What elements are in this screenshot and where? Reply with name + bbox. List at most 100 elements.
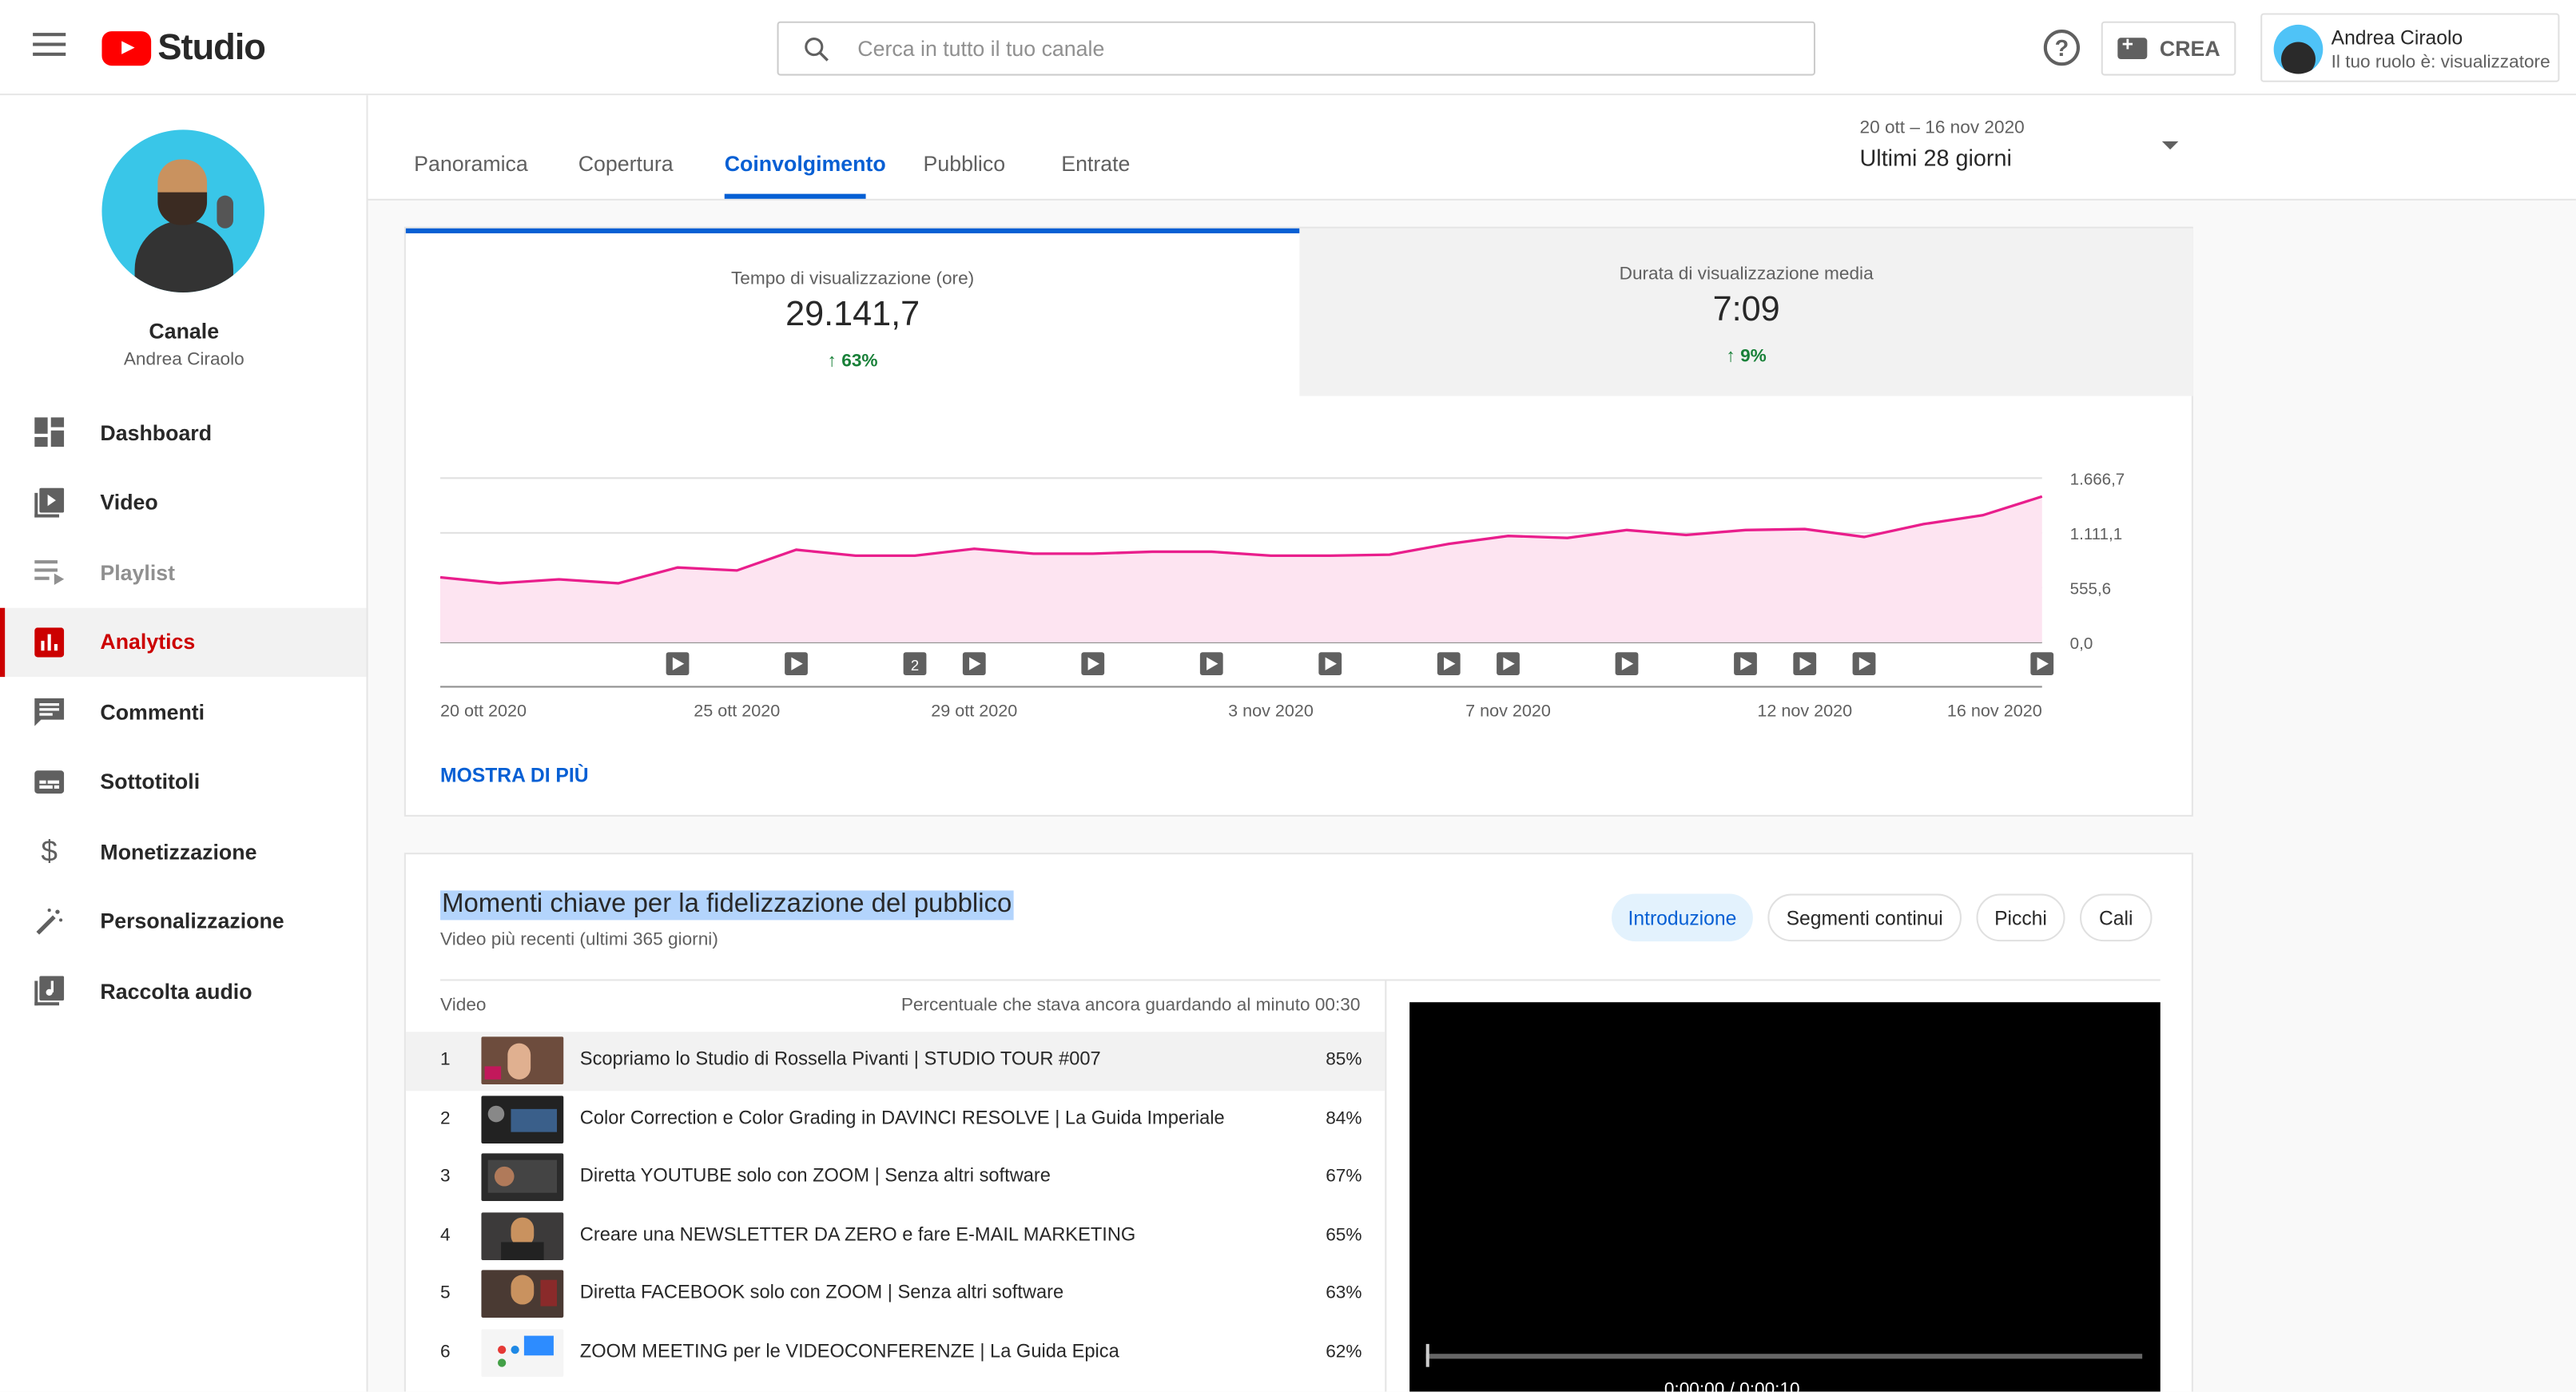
- channel-label: Canale: [149, 318, 220, 344]
- video-title: ZOOM MEETING per le VIDEOCONFERENZE | La…: [579, 1341, 1119, 1362]
- sidebar-item-label: Raccolta audio: [100, 978, 252, 1004]
- date-period: Ultimi 28 giorni: [1859, 144, 2012, 171]
- table-row[interactable]: 2 Color Correction e Color Grading in DA…: [406, 1090, 1385, 1148]
- metric-value: 29.141,7: [785, 296, 920, 334]
- tab-engagement[interactable]: Coinvolgimento: [724, 151, 886, 177]
- retention-percentage: 67%: [1326, 1166, 1362, 1187]
- play-icon: [1621, 657, 1634, 670]
- magic-wand-icon: [36, 908, 63, 935]
- table-row[interactable]: 6 ZOOM MEETING per le VIDEOCONFERENZE | …: [406, 1323, 1385, 1382]
- video-player[interactable]: 0:00:00 / 0:00:10: [1409, 1002, 2161, 1392]
- video-title: Creare una NEWSLETTER DA ZERO e fare E-M…: [579, 1224, 1136, 1245]
- sidebar-item-subtitles[interactable]: Sottotitoli: [0, 746, 367, 816]
- tab-overview[interactable]: Panoramica: [414, 151, 528, 177]
- video-title: Diretta FACEBOOK solo con ZOOM | Senza a…: [579, 1283, 1064, 1303]
- studio-logo[interactable]: Studio: [101, 26, 266, 69]
- playhead[interactable]: [1425, 1343, 1429, 1367]
- retention-percentage: 85%: [1326, 1049, 1362, 1070]
- video-thumbnail: [481, 1270, 564, 1318]
- sidebar-item-customization[interactable]: Personalizzazione: [0, 886, 367, 956]
- y-tick-label: 555,6: [2070, 580, 2111, 599]
- x-tick-label: 29 ott 2020: [931, 700, 1017, 720]
- tab-audience[interactable]: Pubblico: [923, 151, 1006, 177]
- dollar-icon: $: [41, 837, 58, 866]
- sidebar-item-analytics[interactable]: Analytics: [0, 607, 367, 678]
- table-row[interactable]: 3 Diretta YOUTUBE solo con ZOOM | Senza …: [406, 1148, 1385, 1207]
- column-header-video: Video: [440, 995, 487, 1016]
- menu-icon[interactable]: [33, 33, 66, 59]
- table-row[interactable]: 1 Scopriamo lo Studio di Rossella Pivant…: [405, 1032, 1385, 1091]
- account-switcher[interactable]: Andrea Ciraolo Il tuo ruolo è: visualizz…: [2260, 13, 2560, 82]
- sidebar-item-label: Monetizzazione: [100, 839, 257, 864]
- sidebar-item-label: Analytics: [100, 630, 196, 654]
- play-icon: [1503, 657, 1515, 670]
- search-box[interactable]: [777, 21, 1815, 76]
- chip-spikes[interactable]: Picchi: [1976, 893, 2065, 942]
- play-icon: [1858, 657, 1871, 670]
- chip-dips[interactable]: Cali: [2080, 893, 2153, 942]
- table-row[interactable]: 4 Creare una NEWSLETTER DA ZERO e fare E…: [406, 1207, 1385, 1265]
- sidebar-item-video[interactable]: Video: [0, 467, 367, 537]
- account-avatar: [2273, 24, 2324, 74]
- progress-bar[interactable]: [1425, 1354, 2143, 1359]
- play-icon: [791, 657, 803, 670]
- x-tick-label: 7 nov 2020: [1465, 700, 1551, 720]
- metric-title: Durata di visualizzazione media: [1619, 264, 1874, 284]
- x-tick-label: 12 nov 2020: [1757, 700, 1852, 720]
- channel-name: Andrea Ciraolo: [123, 349, 244, 370]
- channel-avatar[interactable]: [101, 129, 265, 292]
- sidebar-item-audio-library[interactable]: Raccolta audio: [0, 957, 367, 1026]
- play-icon: [672, 657, 685, 670]
- video-thumbnail: [481, 1153, 564, 1202]
- sidebar-item-label: Sottotitoli: [100, 769, 201, 794]
- play-icon: [1325, 657, 1337, 670]
- sidebar-item-monetization[interactable]: $ Monetizzazione: [0, 817, 367, 886]
- sidebar-item-label: Playlist: [100, 559, 176, 585]
- x-tick-label: 16 nov 2020: [1947, 700, 2042, 720]
- series-line: [439, 495, 2043, 585]
- video-title: Color Correction e Color Grading in DAVI…: [579, 1108, 1225, 1128]
- series-area: [440, 496, 2042, 642]
- retention-percentage: 65%: [1326, 1224, 1362, 1245]
- show-more-link[interactable]: MOSTRA DI PIÙ: [440, 764, 589, 787]
- tab-revenue[interactable]: Entrate: [1061, 151, 1131, 177]
- row-number: 3: [440, 1166, 451, 1187]
- dropdown-arrow-icon: [2161, 141, 2179, 150]
- create-button[interactable]: CREA: [2101, 21, 2236, 76]
- tab-reach[interactable]: Copertura: [578, 151, 674, 177]
- table-row[interactable]: 5 Diretta FACEBOOK solo con ZOOM | Senza…: [406, 1265, 1385, 1323]
- help-icon[interactable]: ?: [2043, 30, 2081, 66]
- account-role: Il tuo ruolo è: visualizzatore: [2331, 52, 2550, 73]
- row-number: 4: [440, 1224, 451, 1245]
- metric-tab-avg-view-duration[interactable]: Durata di visualizzazione media 7:09 ↑ 9…: [1299, 228, 2193, 396]
- sidebar: Canale Andrea Ciraolo Dashboard Video Pl…: [0, 95, 368, 1392]
- video-title: Scopriamo lo Studio di Rossella Pivanti …: [579, 1049, 1101, 1070]
- youtube-play-icon: [101, 30, 152, 66]
- chip-continuous-segments[interactable]: Segmenti continui: [1767, 893, 1962, 942]
- date-range: 20 ott – 16 nov 2020: [1859, 118, 2025, 138]
- x-tick-label: 3 nov 2020: [1228, 700, 1314, 720]
- comments-icon: [34, 698, 65, 727]
- search-icon: [805, 38, 829, 62]
- sidebar-item-comments[interactable]: Commenti: [0, 677, 367, 746]
- sidebar-item-dashboard[interactable]: Dashboard: [0, 398, 367, 467]
- video-thumbnail: [481, 1211, 564, 1260]
- chip-intro[interactable]: Introduzione: [1612, 893, 1753, 942]
- video-title: Diretta YOUTUBE solo con ZOOM | Senza al…: [579, 1166, 1051, 1187]
- metric-tab-watch-time[interactable]: Tempo di visualizzazione (ore) 29.141,7 …: [405, 228, 1300, 396]
- divider: [1385, 979, 1387, 1392]
- watch-time-chart: 1.666,7 1.111,1 555,6 0,0 2 20 ott 2020 25 ott…: [439, 471, 2125, 720]
- divider: [440, 979, 2161, 981]
- play-icon: [969, 657, 981, 670]
- analytics-icon: [34, 626, 65, 657]
- video-marker-count: 2: [911, 657, 919, 674]
- subtitles-icon: [34, 770, 65, 793]
- svg-text:$: $: [41, 837, 58, 866]
- sidebar-item-playlist[interactable]: Playlist: [0, 537, 367, 607]
- arrow-up-icon: ↑: [827, 352, 842, 372]
- search-input[interactable]: [857, 22, 1778, 74]
- analytics-tabs-bar: Panoramica Copertura Coinvolgimento Pubb…: [368, 95, 2576, 201]
- column-header-percentage: Percentuale che stava ancora guardando a…: [900, 995, 1361, 1016]
- play-icon: [1740, 657, 1752, 670]
- y-tick-label: 1.666,7: [2070, 471, 2125, 489]
